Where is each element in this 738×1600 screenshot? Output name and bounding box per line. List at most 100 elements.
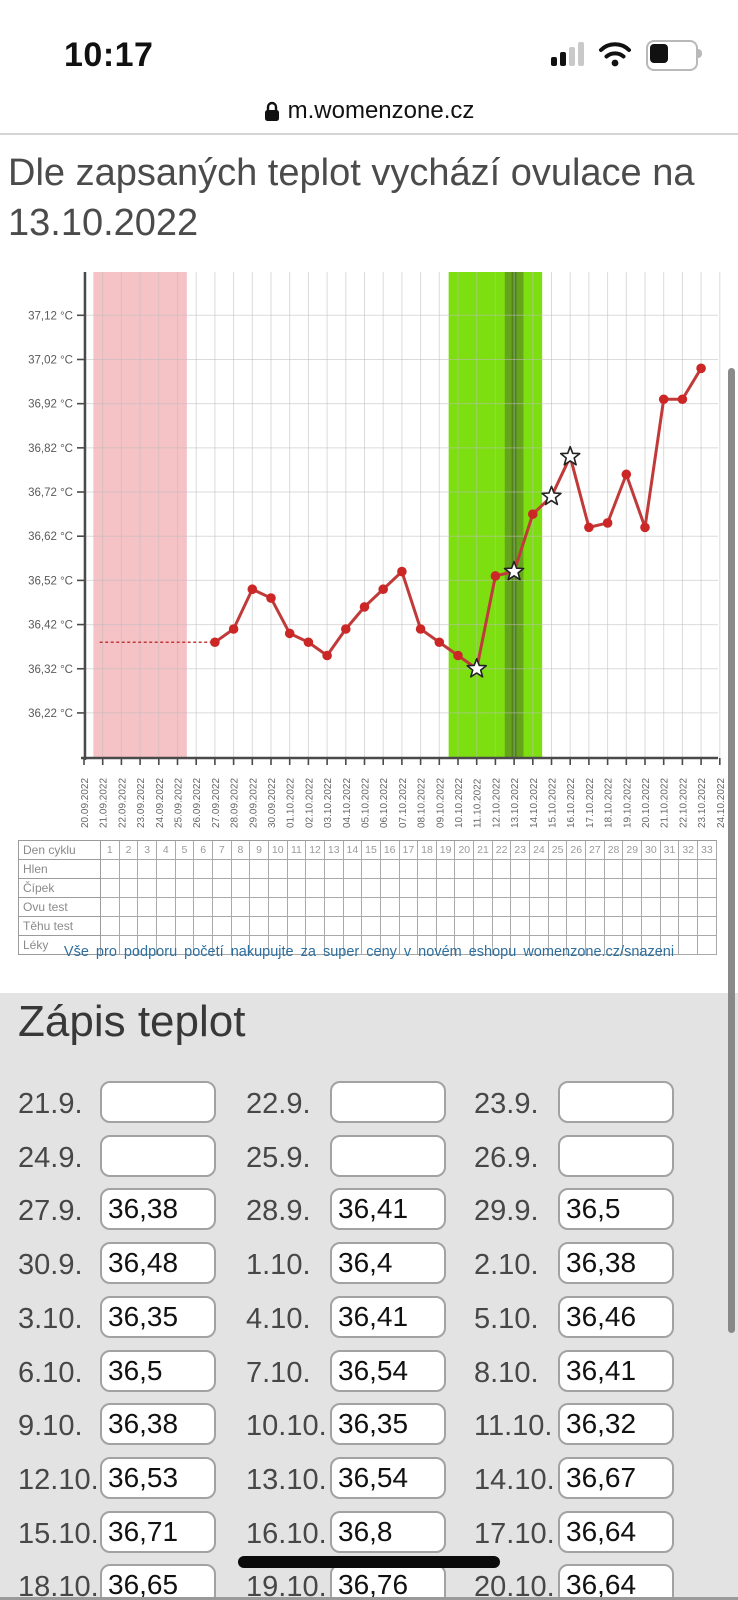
data-point	[453, 650, 463, 661]
svg-text:20.09.2022: 20.09.2022	[80, 778, 91, 828]
day-cell	[679, 936, 698, 955]
day-cell	[212, 898, 232, 917]
day-cell	[474, 860, 493, 879]
temp-input-7-10[interactable]	[330, 1350, 446, 1392]
svg-text:23.10.2022: 23.10.2022	[697, 778, 708, 828]
svg-text:36,42 °C: 36,42 °C	[28, 620, 73, 632]
status-time: 10:17	[64, 36, 154, 74]
page-title: Dle zapsaných teplot vychází ovulace na …	[8, 152, 695, 245]
day-cell	[380, 917, 400, 936]
temp-input-23-9[interactable]	[558, 1081, 674, 1123]
day-cell: 20	[455, 841, 475, 860]
day-cell	[231, 917, 251, 936]
temp-input-21-9[interactable]	[100, 1081, 216, 1123]
date-label: 6.10.	[18, 1357, 83, 1389]
scrollbar-thumb[interactable]	[728, 368, 735, 1333]
temp-input-5-10[interactable]	[558, 1296, 674, 1338]
day-cell	[530, 860, 549, 879]
day-cell	[623, 898, 643, 917]
day-cell: 5	[175, 841, 195, 860]
day-cell	[287, 860, 307, 879]
day-cell	[511, 860, 531, 879]
data-point	[415, 624, 426, 634]
day-cell	[268, 936, 288, 955]
temp-input-13-10[interactable]	[330, 1457, 446, 1499]
day-cell	[642, 898, 661, 917]
temp-input-10-10[interactable]	[330, 1403, 446, 1445]
data-point	[584, 522, 594, 533]
data-point	[434, 637, 445, 648]
temp-input-25-9[interactable]	[330, 1135, 446, 1177]
day-cell	[362, 879, 381, 898]
temp-input-29-9[interactable]	[558, 1188, 674, 1230]
svg-text:08.10.2022: 08.10.2022	[417, 778, 428, 828]
day-cell	[418, 860, 437, 879]
day-cell	[436, 860, 456, 879]
day-cell	[156, 879, 176, 898]
day-cell	[399, 917, 419, 936]
svg-text:37,12 °C: 37,12 °C	[28, 310, 73, 322]
temp-input-22-9[interactable]	[330, 1081, 446, 1123]
data-point	[210, 637, 220, 648]
svg-text:23.09.2022: 23.09.2022	[136, 778, 147, 828]
date-label: 10.10.	[246, 1410, 327, 1442]
lock-icon	[264, 101, 279, 121]
day-cell: 13	[324, 841, 344, 860]
temp-input-26-9[interactable]	[558, 1135, 674, 1177]
day-cell	[548, 917, 568, 936]
temp-input-28-9[interactable]	[330, 1188, 446, 1230]
temp-input-20-10[interactable]	[558, 1564, 674, 1600]
date-label: 25.9.	[246, 1142, 311, 1174]
address-bar[interactable]: m.womenzone.cz	[0, 92, 738, 130]
day-cell	[530, 936, 549, 955]
temp-input-1-10[interactable]	[330, 1242, 446, 1284]
temp-input-15-10[interactable]	[100, 1511, 216, 1553]
temp-input-11-10[interactable]	[558, 1403, 674, 1445]
temp-input-24-9[interactable]	[100, 1135, 216, 1177]
day-cell	[138, 936, 157, 955]
day-cell	[548, 879, 568, 898]
temp-input-6-10[interactable]	[100, 1350, 216, 1392]
day-cell	[138, 860, 157, 879]
temp-input-19-10[interactable]	[330, 1564, 446, 1600]
day-cell: 32	[679, 841, 698, 860]
temp-input-9-10[interactable]	[100, 1403, 216, 1445]
temp-input-3-10[interactable]	[100, 1296, 216, 1338]
svg-text:36,82 °C: 36,82 °C	[28, 443, 73, 455]
day-cell	[268, 917, 288, 936]
promo-link[interactable]: Vše pro podporu početí nakupujte za supe…	[63, 944, 675, 960]
temp-input-18-10[interactable]	[100, 1564, 216, 1600]
svg-text:17.10.2022: 17.10.2022	[585, 778, 596, 828]
temp-input-14-10[interactable]	[558, 1457, 674, 1499]
day-cell: 25	[548, 841, 568, 860]
day-cell	[119, 879, 139, 898]
temp-input-16-10[interactable]	[330, 1511, 446, 1553]
date-label: 11.10.	[474, 1410, 553, 1442]
day-cell	[343, 936, 363, 955]
day-cell	[586, 898, 605, 917]
day-cell	[698, 898, 717, 917]
temp-input-30-9[interactable]	[100, 1242, 216, 1284]
entry-row: 18.10. 19.10. 20.10.	[0, 1564, 738, 1600]
temp-input-17-10[interactable]	[558, 1511, 674, 1553]
temp-input-8-10[interactable]	[558, 1350, 674, 1392]
day-cell	[548, 860, 568, 879]
temp-input-4-10[interactable]	[330, 1296, 446, 1338]
day-cell	[418, 917, 437, 936]
day-cell	[362, 917, 381, 936]
temp-input-27-9[interactable]	[100, 1188, 216, 1230]
temp-input-2-10[interactable]	[558, 1242, 674, 1284]
row-label: Těhu test	[19, 917, 101, 936]
day-cell	[567, 917, 587, 936]
day-cell	[492, 898, 512, 917]
day-cell	[138, 917, 157, 936]
temp-input-12-10[interactable]	[100, 1457, 216, 1499]
date-label: 27.9.	[18, 1195, 83, 1227]
day-cell	[660, 879, 680, 898]
cellular-signal-icon	[551, 41, 584, 66]
day-cell: 26	[567, 841, 587, 860]
day-cell	[212, 936, 232, 955]
day-cell	[287, 898, 307, 917]
row-label: Čípek	[19, 879, 101, 898]
day-cell	[418, 879, 437, 898]
